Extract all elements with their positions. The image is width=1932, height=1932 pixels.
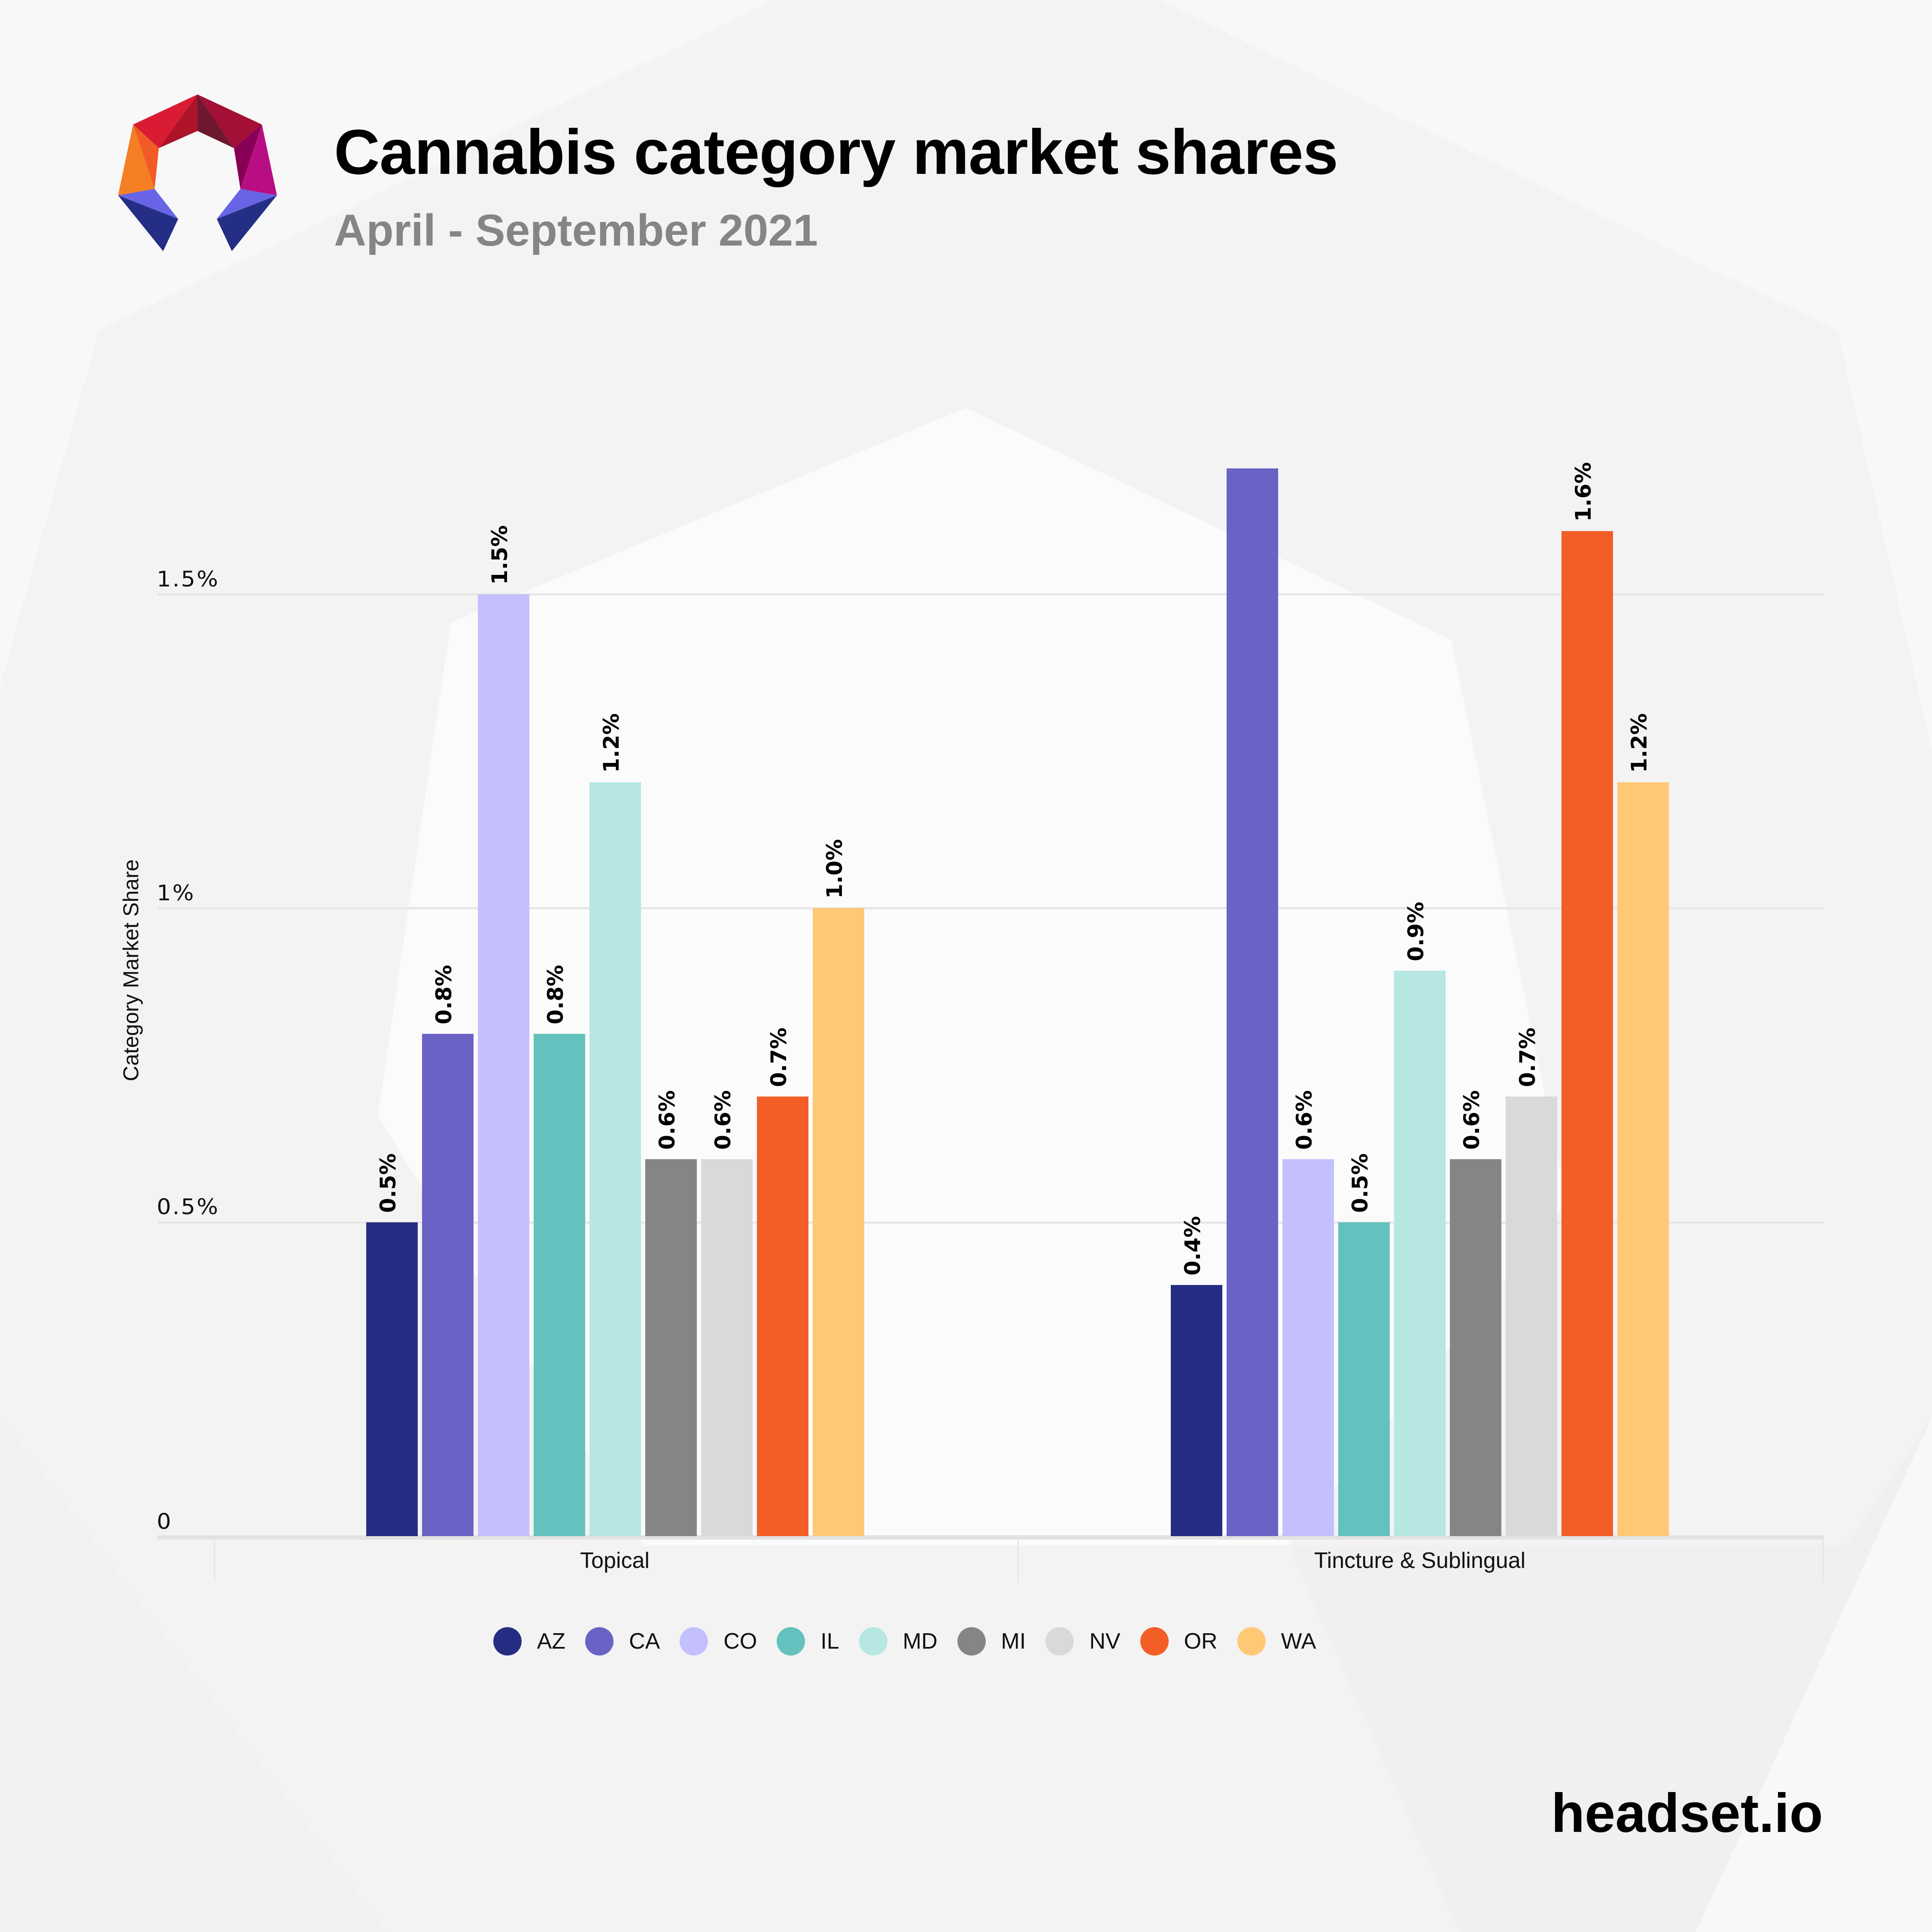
legend-swatch-icon <box>1045 1627 1074 1656</box>
legend-item-mi[interactable]: MI <box>957 1627 1026 1656</box>
bar-value-label: 1.2% <box>599 713 624 773</box>
legend-label: MD <box>902 1629 938 1654</box>
y-tick-label: 0 <box>157 1509 173 1534</box>
bar-value-label: 0.7% <box>1515 1027 1540 1087</box>
chart-subtitle: April - September 2021 <box>334 206 818 255</box>
bar-value-label: 0.7% <box>766 1027 791 1087</box>
legend-item-or[interactable]: OR <box>1140 1627 1218 1656</box>
gridline-1 <box>158 907 1824 909</box>
bar-value-label: 1.0% <box>822 839 847 899</box>
chart-legend: AZ CA CO IL MD MI NV OR WA <box>0 1627 1932 1656</box>
bar-or-tincture <box>1561 531 1613 1536</box>
bar-value-label: 0.8% <box>543 964 568 1024</box>
legend-item-co[interactable]: CO <box>680 1627 757 1656</box>
legend-item-nv[interactable]: NV <box>1045 1627 1121 1656</box>
x-category-label-topical: Topical <box>580 1548 650 1573</box>
bar-wa-tincture <box>1617 782 1669 1536</box>
legend-label: AZ <box>537 1629 566 1654</box>
bar-mi-topical <box>645 1159 697 1536</box>
bar-value-label: 0.6% <box>1292 1090 1317 1150</box>
legend-item-ca[interactable]: CA <box>585 1627 660 1656</box>
bar-il-topical <box>534 1033 585 1536</box>
bar-value-label: 0.5% <box>1348 1153 1373 1213</box>
legend-label: IL <box>820 1629 839 1654</box>
gridline-0-5 <box>158 1221 1824 1224</box>
legend-label: MI <box>1001 1629 1026 1654</box>
bar-value-label: 0.9% <box>1403 902 1428 962</box>
headset-logo-icon <box>118 94 277 251</box>
legend-swatch-icon <box>957 1627 986 1656</box>
x-tick <box>214 1539 215 1582</box>
legend-label: CA <box>629 1629 660 1654</box>
legend-swatch-icon <box>1140 1627 1169 1656</box>
legend-swatch-icon <box>585 1627 614 1656</box>
bar-value-label: 0.6% <box>711 1090 735 1150</box>
legend-item-md[interactable]: MD <box>859 1627 938 1656</box>
gridline-1-5 <box>158 593 1824 595</box>
bar-ca-topical <box>422 1033 474 1536</box>
bar-co-tincture <box>1282 1159 1334 1536</box>
bar-or-topical <box>757 1096 808 1536</box>
legend-swatch-icon <box>680 1627 708 1656</box>
bar-value-label: 1.6% <box>1571 462 1596 522</box>
legend-items: AZ CA CO IL MD MI NV OR WA <box>493 1627 1336 1656</box>
y-tick-label: 0.5% <box>157 1194 219 1219</box>
bar-wa-topical <box>813 908 864 1536</box>
bar-co-topical <box>478 594 529 1536</box>
bar-md-topical <box>589 782 641 1536</box>
bar-nv-topical <box>701 1159 753 1536</box>
y-axis-title: Category Market Share <box>119 859 143 1081</box>
legend-label: OR <box>1184 1629 1218 1654</box>
legend-label: WA <box>1281 1629 1316 1654</box>
bar-value-label: 0.4% <box>1180 1216 1205 1276</box>
y-tick-label: 1% <box>157 881 195 905</box>
chart-title: Cannabis category market shares <box>334 117 1338 188</box>
x-axis-line <box>158 1535 1824 1540</box>
bar-md-tincture <box>1394 971 1446 1536</box>
legend-swatch-icon <box>777 1627 805 1656</box>
bar-az-tincture <box>1171 1285 1222 1536</box>
legend-swatch-icon <box>859 1627 887 1656</box>
x-category-label-tincture: Tincture & Sublingual <box>1314 1548 1526 1573</box>
bar-value-label: 1.2% <box>1627 713 1652 773</box>
bar-value-label: 0.8% <box>431 964 456 1024</box>
bar-az-topical <box>366 1222 418 1536</box>
bar-mi-tincture <box>1450 1159 1501 1536</box>
bar-nv-tincture <box>1506 1096 1557 1536</box>
bar-value-label: 0.6% <box>1459 1090 1484 1150</box>
x-tick <box>1018 1539 1019 1582</box>
y-tick-label: 1.5% <box>157 567 219 592</box>
bar-value-label: 0.6% <box>655 1090 680 1150</box>
bar-il-tincture <box>1338 1222 1390 1536</box>
legend-swatch-icon <box>493 1627 522 1656</box>
bar-value-label: 0.5% <box>376 1153 401 1213</box>
x-tick <box>1823 1539 1824 1582</box>
legend-label: CO <box>723 1629 757 1654</box>
bar-value-label: 1.5% <box>487 525 512 585</box>
legend-swatch-icon <box>1237 1627 1266 1656</box>
bar-ca-tincture <box>1227 468 1278 1536</box>
legend-item-az[interactable]: AZ <box>493 1627 565 1656</box>
legend-label: NV <box>1089 1629 1121 1654</box>
brand-footer: headset.io <box>1551 1783 1823 1844</box>
legend-item-il[interactable]: IL <box>777 1627 839 1656</box>
legend-item-wa[interactable]: WA <box>1237 1627 1316 1656</box>
